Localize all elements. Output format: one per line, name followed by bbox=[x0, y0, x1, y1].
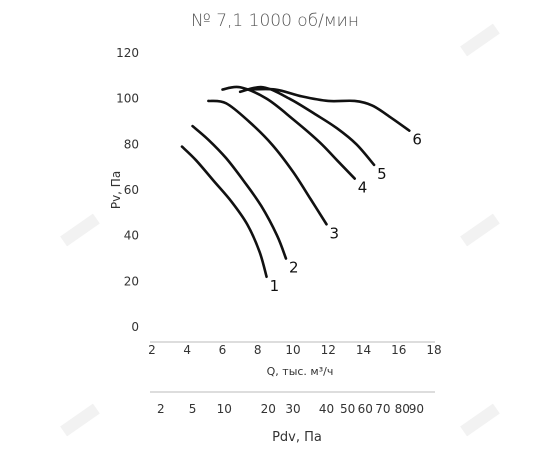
secondary-tick-label: 5 bbox=[189, 402, 197, 416]
curve-series-6 bbox=[247, 87, 411, 132]
y-tick-label: 40 bbox=[124, 229, 139, 243]
secondary-tick-label: 30 bbox=[285, 402, 300, 416]
y-tick-label: 80 bbox=[124, 137, 139, 151]
x-tick-label: 10 bbox=[285, 343, 300, 357]
secondary-tick-label: 20 bbox=[261, 402, 276, 416]
chart-title: № 7,1 1000 об/мин bbox=[191, 11, 359, 31]
secondary-tick-label: 90 bbox=[409, 402, 424, 416]
y-tick-label: 20 bbox=[124, 274, 139, 288]
secondary-tick-label: 2 bbox=[157, 402, 165, 416]
curve-label-5: 5 bbox=[377, 165, 387, 183]
secondary-tick-label: 10 bbox=[217, 402, 232, 416]
curve-label-4: 4 bbox=[358, 179, 368, 197]
y-tick-label: 60 bbox=[124, 183, 139, 197]
x-tick-label: 8 bbox=[254, 343, 262, 357]
y-axis-label: Pv, Па bbox=[109, 171, 123, 209]
secondary-tick-label: 50 bbox=[340, 402, 355, 416]
curve-label-3: 3 bbox=[329, 224, 339, 242]
secondary-tick-label: 60 bbox=[358, 402, 373, 416]
secondary-tick-label: 40 bbox=[319, 402, 334, 416]
curve-series-1 bbox=[180, 145, 268, 279]
x-tick-label: 6 bbox=[219, 343, 227, 357]
x-axis-label: Q, тыс. м³/ч bbox=[267, 365, 334, 378]
curve-series-4 bbox=[221, 85, 356, 180]
curve-series-3 bbox=[207, 99, 328, 226]
x-tick-label: 12 bbox=[321, 343, 336, 357]
x-tick-label: 4 bbox=[183, 343, 191, 357]
x-tick-label: 14 bbox=[356, 343, 371, 357]
y-tick-label: 120 bbox=[116, 46, 139, 60]
secondary-tick-label: 70 bbox=[375, 402, 390, 416]
y-tick-label: 0 bbox=[131, 320, 139, 334]
secondary-axis-label: Pdv, Па bbox=[272, 430, 322, 445]
x-tick-label: 18 bbox=[426, 343, 441, 357]
curve-label-2: 2 bbox=[289, 259, 299, 277]
curve-series-5 bbox=[238, 85, 376, 167]
secondary-tick-label: 80 bbox=[395, 402, 410, 416]
curve-series-2 bbox=[191, 124, 288, 260]
x-tick-label: 2 bbox=[148, 343, 156, 357]
curve-label-1: 1 bbox=[270, 277, 280, 295]
y-tick-label: 100 bbox=[116, 92, 139, 106]
watermark-logos bbox=[60, 23, 500, 437]
curve-label-6: 6 bbox=[412, 131, 422, 149]
x-tick-label: 16 bbox=[391, 343, 406, 357]
